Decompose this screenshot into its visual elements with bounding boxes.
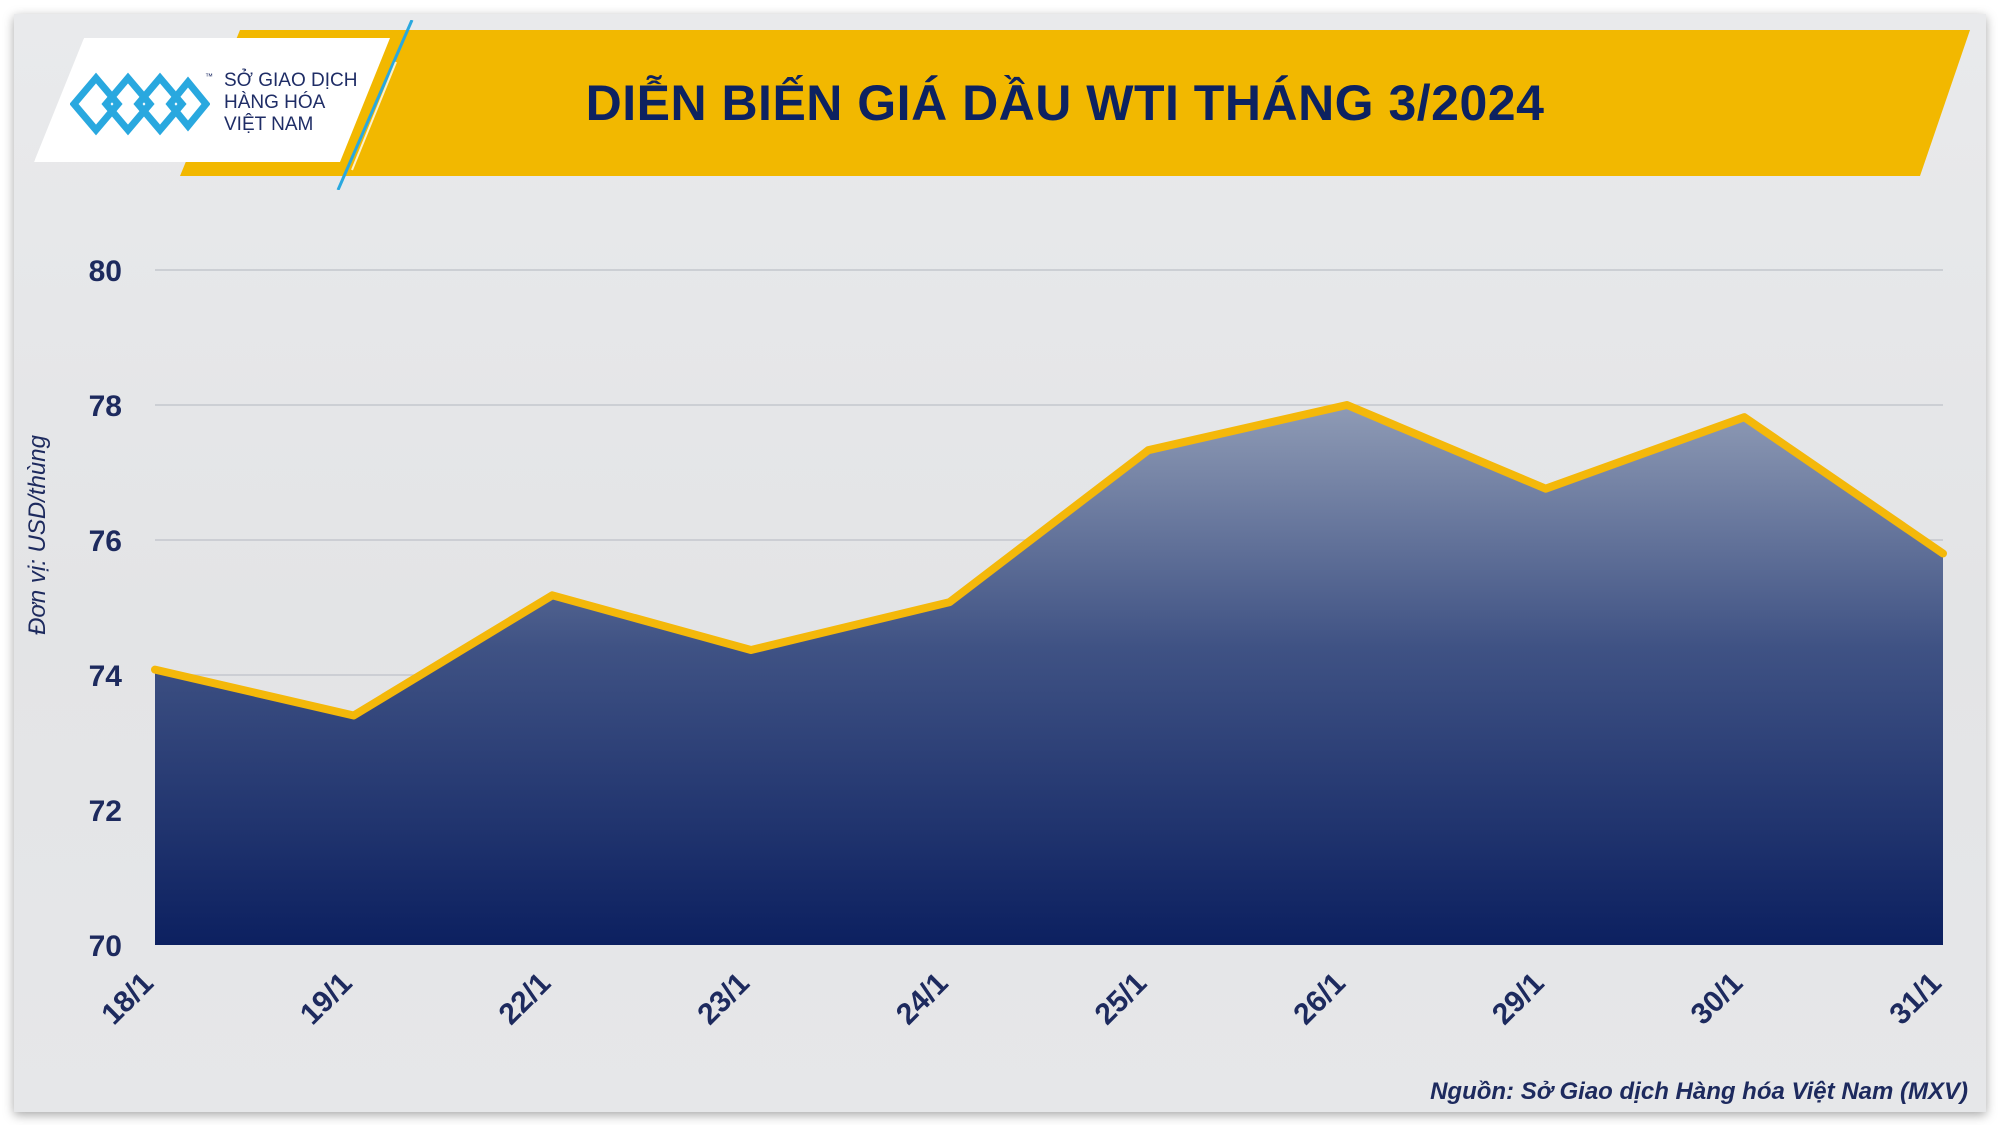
y-tick-label: 78 bbox=[89, 390, 122, 423]
source-note: Nguồn: Sở Giao dịch Hàng hóa Việt Nam (M… bbox=[1430, 1078, 1968, 1105]
y-tick-label: 70 bbox=[89, 930, 122, 963]
logo-line-3: VIỆT NAM bbox=[224, 114, 314, 135]
logo-accent-stripe bbox=[336, 20, 414, 190]
logo-line-2: HÀNG HÓA bbox=[224, 92, 326, 113]
series-line bbox=[151, 401, 1947, 720]
x-tick-label: 19/1 bbox=[294, 967, 359, 1032]
title-banner bbox=[180, 30, 1970, 176]
y-tick-label: 72 bbox=[89, 795, 122, 828]
logo-card bbox=[34, 38, 390, 162]
y-axis-ticks: 70 72 74 76 78 80 bbox=[89, 255, 123, 963]
x-tick-label: 24/1 bbox=[890, 967, 955, 1032]
x-tick-label: 26/1 bbox=[1287, 967, 1352, 1032]
x-tick-label: 31/1 bbox=[1883, 967, 1948, 1032]
page-title: DIỄN BIẾN GIÁ DẦU WTI THÁNG 3/2024 bbox=[585, 75, 1545, 131]
x-tick-label: 25/1 bbox=[1089, 967, 1154, 1032]
x-axis-ticks: 18/1 19/1 22/1 23/1 24/1 25/1 26/1 29/1 30/1 31/1 bbox=[95, 967, 1948, 1032]
logo-text: SỞ GIAO DỊCH HÀNG HÓA VIỆT NAM bbox=[224, 70, 374, 136]
logo-trademark: ™ bbox=[205, 72, 213, 81]
mxv-logo-icon bbox=[70, 72, 210, 136]
logo-line-1: SỞ GIAO DỊCH bbox=[224, 70, 358, 91]
y-tick-label: 74 bbox=[89, 660, 123, 693]
area-fill bbox=[155, 405, 1943, 945]
x-tick-label: 23/1 bbox=[691, 967, 756, 1032]
x-tick-label: 22/1 bbox=[493, 967, 558, 1032]
x-tick-label: 18/1 bbox=[95, 967, 160, 1032]
y-axis-label: Đơn vị: USD/thùng bbox=[24, 435, 51, 635]
x-tick-label: 30/1 bbox=[1685, 967, 1750, 1032]
x-tick-label: 29/1 bbox=[1486, 967, 1551, 1032]
y-tick-label: 76 bbox=[89, 525, 122, 558]
y-tick-label: 80 bbox=[89, 255, 122, 288]
